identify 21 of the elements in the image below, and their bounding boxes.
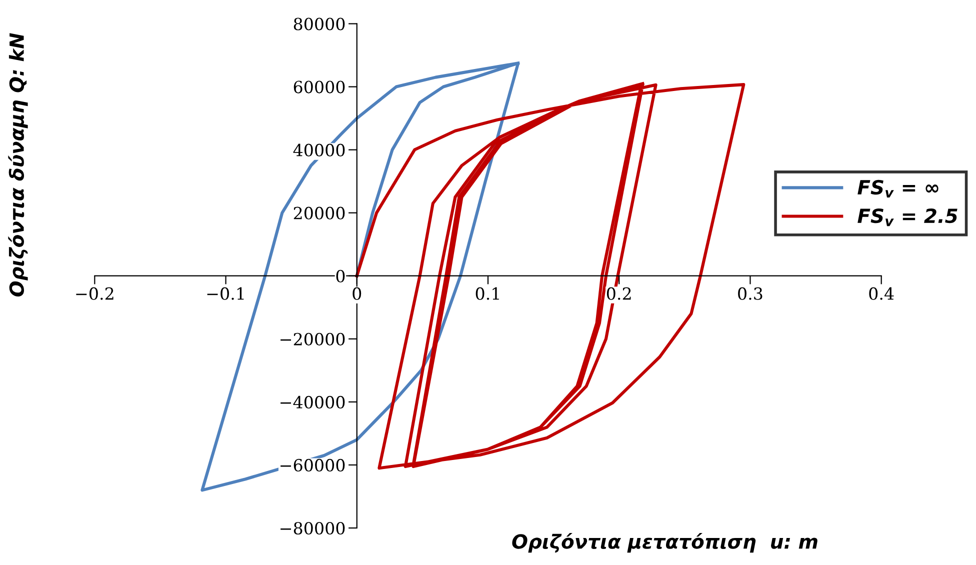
y-tick-label: −80000 bbox=[280, 522, 345, 535]
legend-label: FS$_{v}$ = ∞ bbox=[858, 180, 938, 198]
x-tick-label: 0.3 bbox=[738, 287, 762, 300]
x-tick-label: 0 bbox=[352, 287, 362, 300]
y-tick-label: −40000 bbox=[280, 396, 345, 408]
y-tick-label: −60000 bbox=[280, 458, 345, 472]
x-tick-label: 0.2 bbox=[606, 287, 631, 300]
y-tick-label: −20000 bbox=[280, 332, 345, 346]
y-tick-label: 20000 bbox=[294, 206, 345, 220]
y-tick-label: 60000 bbox=[294, 80, 345, 94]
y-tick-label: 0 bbox=[336, 270, 345, 282]
legend-label: FS$_{v}$ = 2.5 bbox=[858, 208, 958, 226]
x-tick-label: 0.4 bbox=[869, 287, 894, 300]
y-tick-label: 40000 bbox=[293, 144, 345, 156]
y-tick-label: 80000 bbox=[294, 18, 345, 30]
line-series bbox=[200, 62, 520, 492]
x-tick-label: 0.1 bbox=[476, 287, 499, 300]
x-tick-label: −0.2 bbox=[76, 287, 114, 300]
x-tick-label: −0.1 bbox=[207, 287, 244, 300]
x-axis-title: Οριζόντια μετατόπιση u: m bbox=[512, 533, 818, 553]
y-axis-title: Οριζόντια δύναμη Q: kN bbox=[8, 33, 28, 296]
